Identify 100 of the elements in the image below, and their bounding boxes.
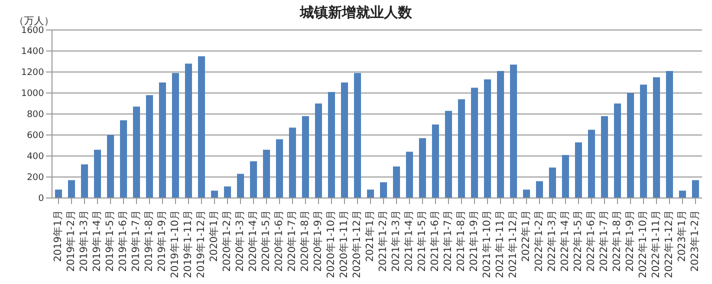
- x-tick-label: 2019年1-8月: [143, 210, 155, 272]
- bar: [68, 180, 75, 198]
- x-tick-label: 2019年1-7月: [130, 210, 142, 272]
- bar: [484, 79, 491, 198]
- bar: [562, 154, 569, 198]
- bar: [497, 70, 504, 198]
- x-tick-label: 2022年1-10月: [637, 210, 649, 278]
- bar: [133, 106, 140, 198]
- bar: [276, 139, 283, 198]
- x-tick-label: 2021年1-7月: [442, 210, 454, 272]
- x-tick-label: 2020年1-9月: [312, 210, 324, 272]
- bar: [640, 84, 647, 198]
- x-tick-label: 2020年1-10月: [325, 210, 337, 278]
- bar: [237, 174, 244, 198]
- x-tick-label: 2020年1月: [208, 210, 220, 262]
- x-tick-label: 2019年1-3月: [78, 210, 90, 272]
- x-tick-label: 2020年1-2月: [221, 210, 233, 272]
- bar: [380, 182, 387, 198]
- x-tick-label: 2023年1-2月: [689, 210, 701, 272]
- bar: [120, 120, 127, 198]
- x-tick-label: 2020年1-12月: [351, 210, 363, 278]
- x-tick-label: 2021年1-4月: [403, 210, 415, 272]
- x-tick-label: 2019年1-4月: [91, 210, 103, 272]
- x-tick-label: 2021年1-8月: [455, 210, 467, 272]
- x-tick-label: 2021年1-5月: [416, 210, 428, 272]
- bar: [224, 186, 231, 198]
- y-tick-label: 400: [26, 152, 44, 162]
- x-tick-label: 2020年1-3月: [234, 210, 246, 272]
- bar: [523, 190, 530, 198]
- bar: [341, 82, 348, 198]
- bar: [185, 64, 192, 198]
- x-tick-label: 2022年1-12月: [663, 210, 675, 278]
- bar: [445, 110, 452, 198]
- x-tick-label: 2022年1-6月: [585, 210, 597, 272]
- bar: [211, 190, 218, 198]
- y-tick-label: 1200: [21, 68, 44, 78]
- x-tick-label: 2022年1-5月: [572, 210, 584, 272]
- x-tick-label: 2020年1-7月: [286, 210, 298, 272]
- bar: [679, 190, 686, 198]
- x-tick-label: 2021年1月: [364, 210, 376, 262]
- bar: [94, 150, 101, 198]
- bar: [536, 181, 543, 198]
- x-tick-label: 2019年1-5月: [104, 210, 116, 272]
- x-tick-label: 2021年1-9月: [468, 210, 480, 272]
- x-tick-label: 2021年1-10月: [481, 210, 493, 278]
- x-tick-label: 2019年1-9月: [156, 210, 168, 272]
- bar: [471, 88, 478, 198]
- y-tick-label: 1000: [21, 89, 44, 100]
- bar: [354, 73, 361, 198]
- x-tick-label: 2022年1-8月: [611, 210, 623, 272]
- bar: [146, 95, 153, 198]
- bar: [627, 93, 634, 198]
- chart-title: 城镇新增就业人数: [300, 5, 412, 21]
- bar: [302, 116, 309, 198]
- bar: [692, 180, 699, 198]
- bar: [510, 64, 517, 198]
- x-tick-label: 2022年1-2月: [533, 210, 545, 272]
- x-tick-label: 2022年1-11月: [650, 210, 662, 278]
- x-tick-label: 2021年1-2月: [377, 210, 389, 272]
- y-tick-label: 1600: [21, 26, 44, 36]
- bar: [159, 82, 166, 198]
- bar: [81, 164, 88, 198]
- y-tick-label: 800: [26, 110, 44, 120]
- x-tick-label: 2019年1-6月: [117, 210, 129, 272]
- y-tick-label: 600: [26, 131, 44, 142]
- bar: [419, 138, 426, 198]
- x-tick-label: 2020年1-11月: [338, 210, 350, 278]
- x-tick-label: 2019年1-2月: [65, 210, 77, 272]
- bar: [575, 142, 582, 198]
- x-tick-label: 2022年1月: [520, 210, 532, 262]
- x-tick-label: 2021年1-12月: [507, 210, 519, 278]
- x-tick-label: 2019年1-12月: [195, 210, 207, 278]
- y-tick-label: 200: [26, 173, 44, 184]
- bar: [393, 166, 400, 198]
- bar: [601, 116, 608, 198]
- y-tick-label: 1400: [21, 47, 44, 58]
- y-tick-label: 0: [38, 194, 44, 204]
- x-tick-label: 2019年1月: [52, 210, 64, 262]
- y-axis-title: （万人）: [14, 15, 54, 27]
- bar: [432, 124, 439, 198]
- bar: [107, 135, 114, 198]
- bar: [367, 190, 374, 198]
- x-tick-label: 2019年1-10月: [169, 210, 181, 278]
- bar: [653, 77, 660, 198]
- bar: [198, 56, 205, 198]
- bar: [328, 92, 335, 198]
- bar: [588, 130, 595, 198]
- bar: [250, 161, 257, 198]
- x-tick-label: 2021年1-6月: [429, 210, 441, 272]
- x-tick-label: 2022年1-7月: [598, 210, 610, 272]
- bar: [549, 168, 556, 198]
- bar: [458, 99, 465, 198]
- x-tick-label: 2020年1-4月: [247, 210, 259, 272]
- x-tick-label: 2023年1月: [676, 210, 688, 262]
- bar: [315, 104, 322, 198]
- x-tick-label: 2022年1-4月: [559, 210, 571, 272]
- bar: [263, 150, 270, 198]
- bar: [289, 128, 296, 198]
- bar: [666, 70, 673, 198]
- x-tick-label: 2021年1-11月: [494, 210, 506, 278]
